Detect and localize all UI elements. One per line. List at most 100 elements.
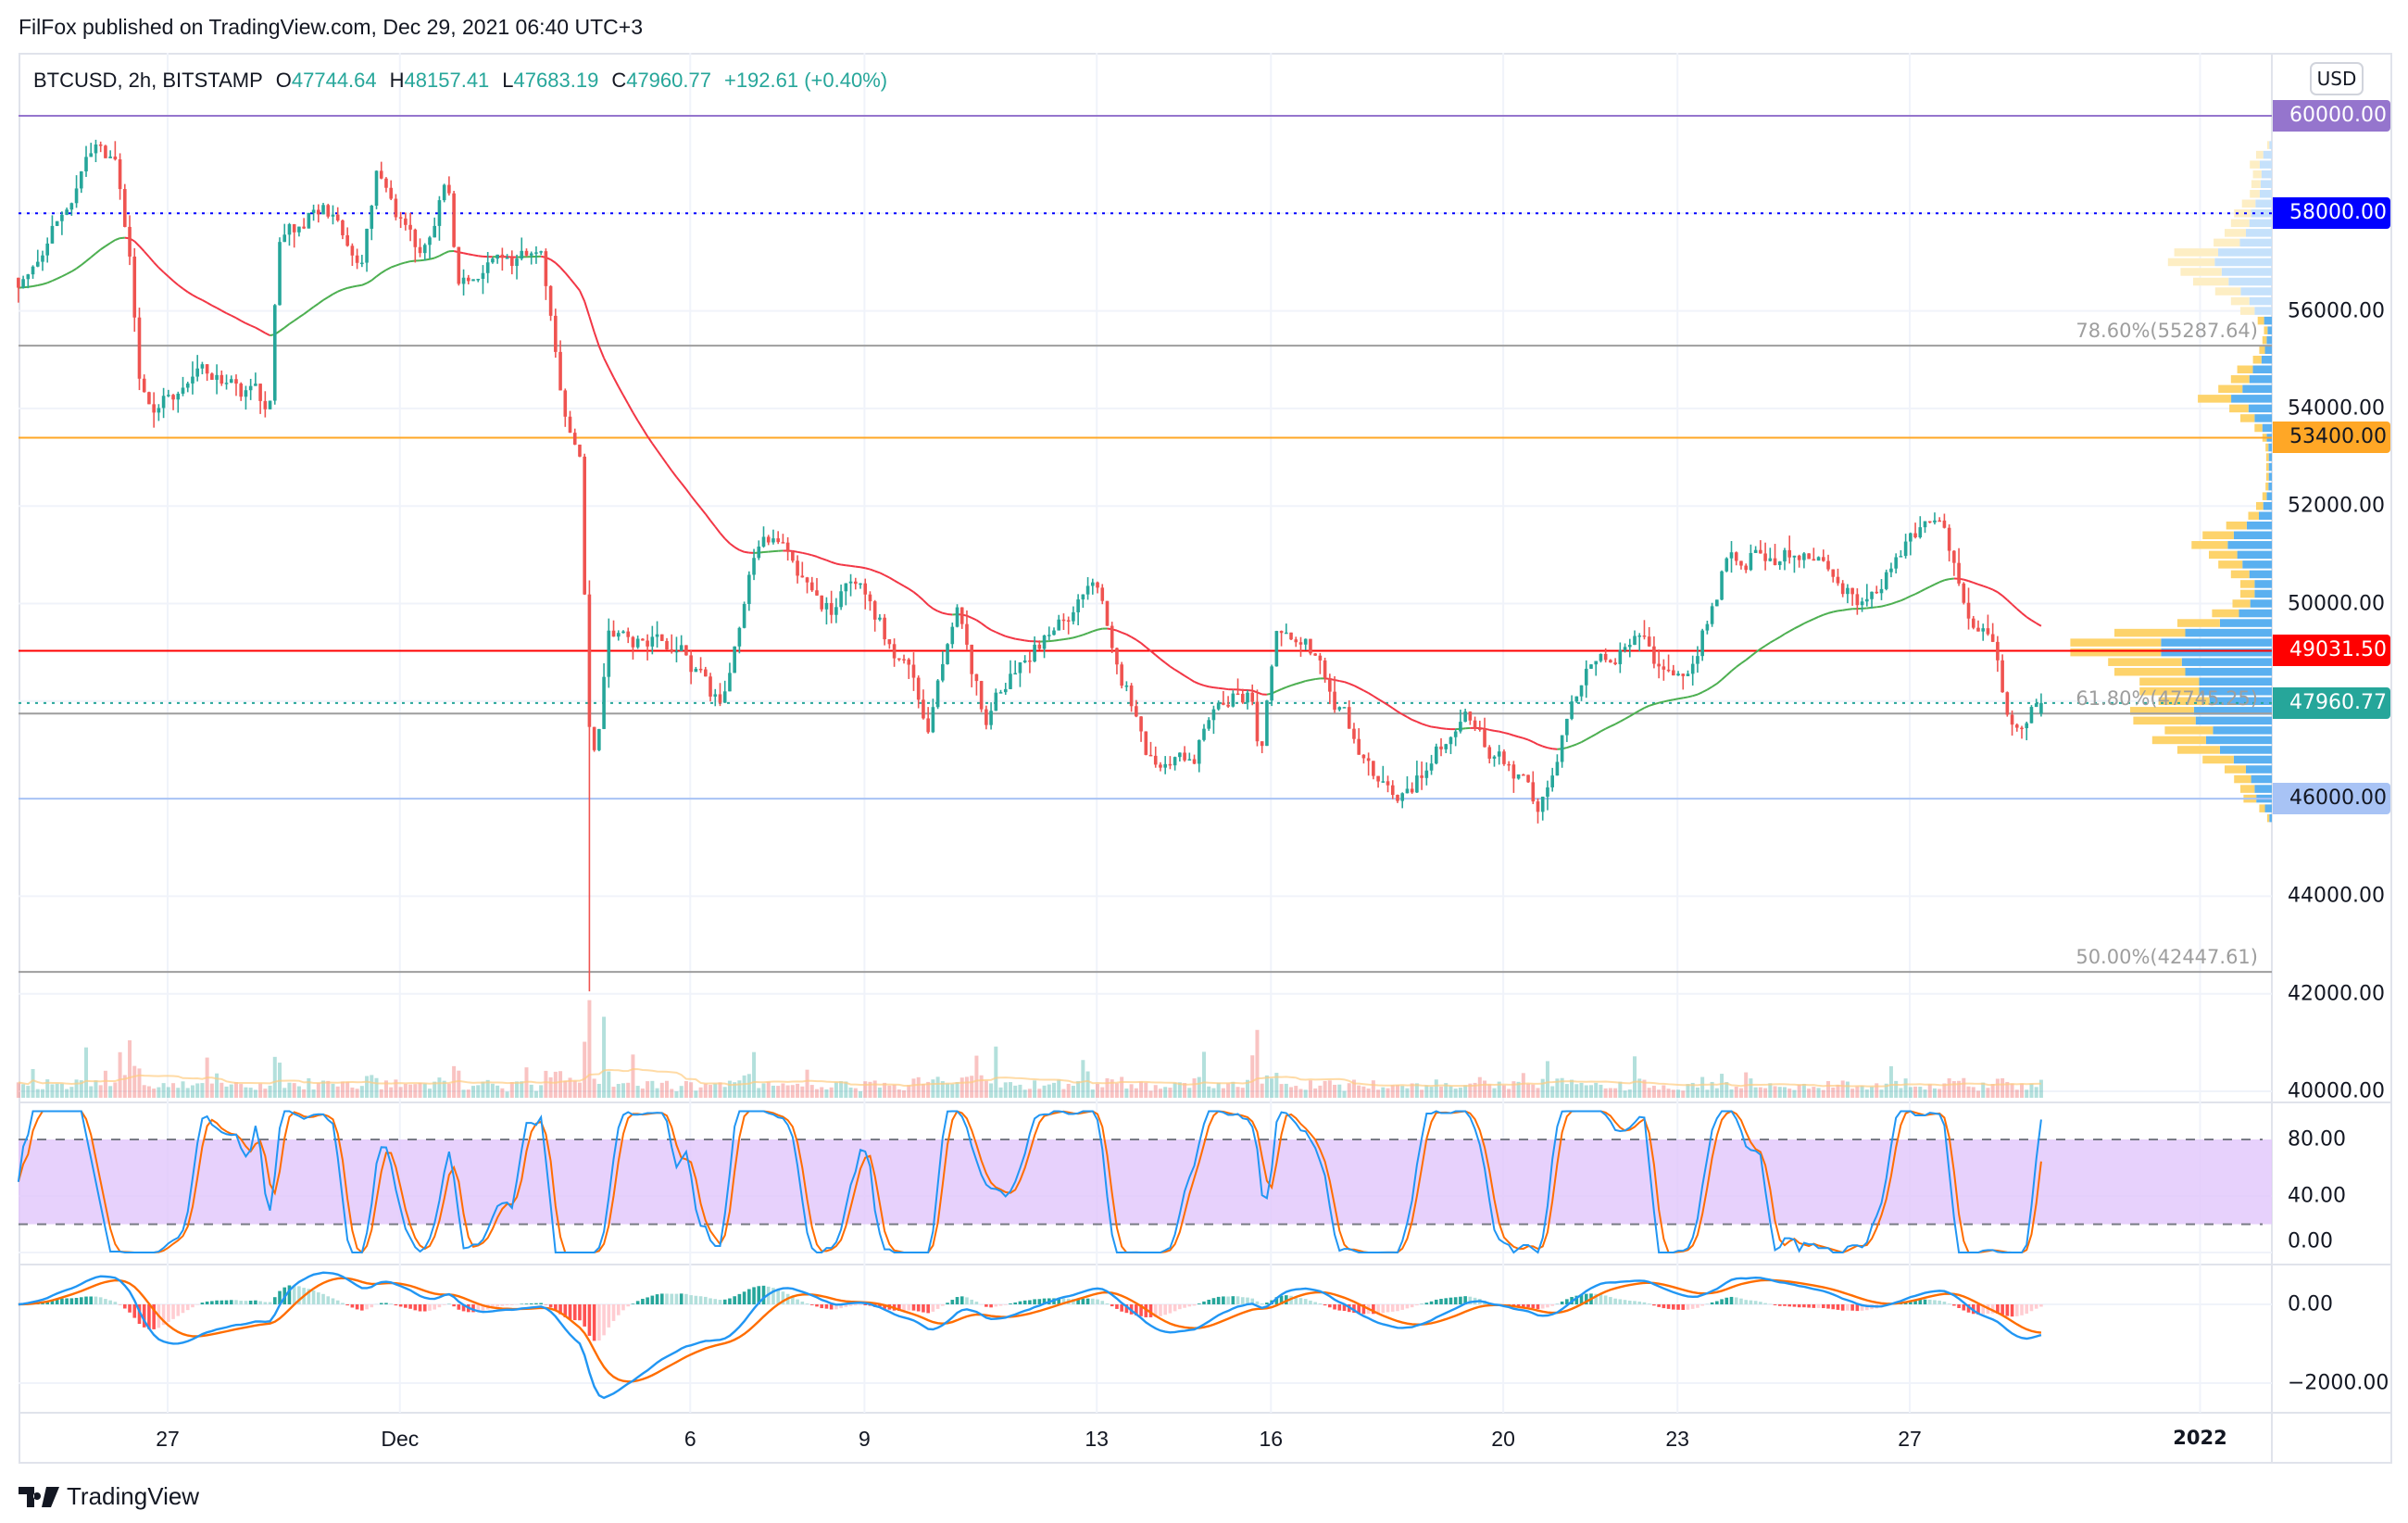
candle (1976, 620, 1980, 632)
candle (161, 387, 166, 419)
candle (1390, 780, 1395, 799)
macd-histogram-bar (1681, 1304, 1686, 1310)
candle (602, 662, 606, 730)
macd-histogram-bar (674, 1293, 679, 1304)
volume-bar (1792, 1089, 1797, 1098)
candle (1816, 556, 1821, 561)
candle-body (1013, 673, 1018, 675)
candle-body (1120, 664, 1123, 686)
ema-segment (846, 564, 851, 567)
candle (611, 620, 616, 637)
volume-bar (1618, 1081, 1623, 1098)
volume-bar (1468, 1083, 1473, 1098)
macd-histogram-bar (1231, 1296, 1235, 1304)
macd-histogram-bar (587, 1304, 592, 1336)
macd-histogram-bar (210, 1301, 214, 1304)
ema-segment (133, 240, 141, 247)
volume-bar (1453, 1089, 1458, 1098)
time-axis-label: 20 (1491, 1427, 1515, 1451)
macd-histogram-bar (505, 1304, 509, 1305)
candle-body (17, 277, 20, 288)
ema-segment (1295, 681, 1301, 686)
ema-segment (1436, 726, 1442, 730)
candle (1686, 670, 1690, 676)
ema-segment (1072, 635, 1079, 639)
ema-segment (680, 482, 687, 490)
macd-histogram-bar (248, 1300, 253, 1304)
candle-body (200, 364, 205, 369)
candle (1057, 614, 1061, 631)
macd-histogram-bar (771, 1288, 775, 1304)
ema-segment (1914, 590, 1921, 596)
macd-histogram-bar (824, 1304, 829, 1309)
candle-body (796, 560, 799, 576)
candle-body (694, 668, 698, 673)
candle (1812, 548, 1816, 561)
time-axis-label: 23 (1665, 1427, 1689, 1451)
ema-segment (1988, 586, 1994, 591)
volume-bar (1884, 1083, 1888, 1098)
volume-bar (1908, 1087, 1913, 1098)
ema-segment (182, 287, 189, 294)
volume-profile-up-bar (2185, 667, 2272, 676)
macd-histogram-bar (491, 1304, 495, 1308)
ema-segment (1377, 698, 1384, 703)
candle-body (1285, 632, 1288, 635)
volume-bar (1139, 1081, 1144, 1098)
ema-segment (1209, 686, 1214, 689)
macd-histogram-bar (331, 1298, 335, 1304)
candle-body (481, 272, 485, 279)
candle (922, 689, 925, 720)
candle (1507, 761, 1511, 772)
ema-segment (656, 449, 663, 459)
ema-segment (75, 264, 82, 270)
candle-body (616, 633, 621, 637)
volume-profile-up-bar (2193, 707, 2272, 715)
macd-histogram-bar (1976, 1304, 1980, 1315)
candle-body (1720, 571, 1724, 600)
candle-body (529, 253, 533, 256)
macd-histogram-bar (709, 1298, 712, 1304)
macd-histogram-bar (287, 1285, 292, 1304)
candle-body (1148, 754, 1153, 757)
macd-histogram-bar (1207, 1299, 1211, 1304)
candle-body (1860, 601, 1864, 606)
candle-body (1183, 752, 1186, 761)
ema-segment (1015, 637, 1021, 641)
macd-histogram-bar (659, 1293, 664, 1304)
volume-bar (746, 1074, 751, 1098)
macd-histogram-bar (611, 1304, 616, 1321)
volume-bar (461, 1089, 466, 1098)
tradingview-logo[interactable]: TradingView (19, 1482, 199, 1511)
macd-histogram-bar (635, 1301, 640, 1304)
volume-bar (1134, 1088, 1138, 1098)
candle (1483, 717, 1486, 748)
volume-bar (1463, 1085, 1468, 1098)
ema-segment (90, 252, 97, 258)
currency-button[interactable]: USD (2310, 62, 2364, 95)
volume-bar (659, 1082, 664, 1098)
candle-body (1840, 583, 1845, 595)
candle-body (69, 203, 74, 210)
candle (98, 141, 103, 153)
volume-profile-up-bar (2249, 570, 2272, 579)
candle (1216, 700, 1221, 711)
candle-body (1318, 655, 1323, 661)
volume-bar (800, 1086, 805, 1098)
volume-bar (1850, 1089, 1855, 1098)
volume-bar (1337, 1084, 1342, 1098)
candle-body (282, 234, 287, 243)
ema-segment (816, 555, 822, 560)
macd-histogram-bar (1459, 1296, 1462, 1304)
volume-bar (834, 1082, 838, 1098)
candle-body (524, 250, 529, 256)
candle-body (167, 395, 170, 396)
volume-bar (931, 1079, 935, 1098)
candle-body (408, 224, 412, 230)
volume-bar (1410, 1083, 1414, 1098)
macd-histogram-bar (1686, 1304, 1690, 1310)
ema-segment (1725, 670, 1733, 676)
ema-segment (1595, 730, 1601, 736)
ema-segment (2016, 608, 2023, 614)
